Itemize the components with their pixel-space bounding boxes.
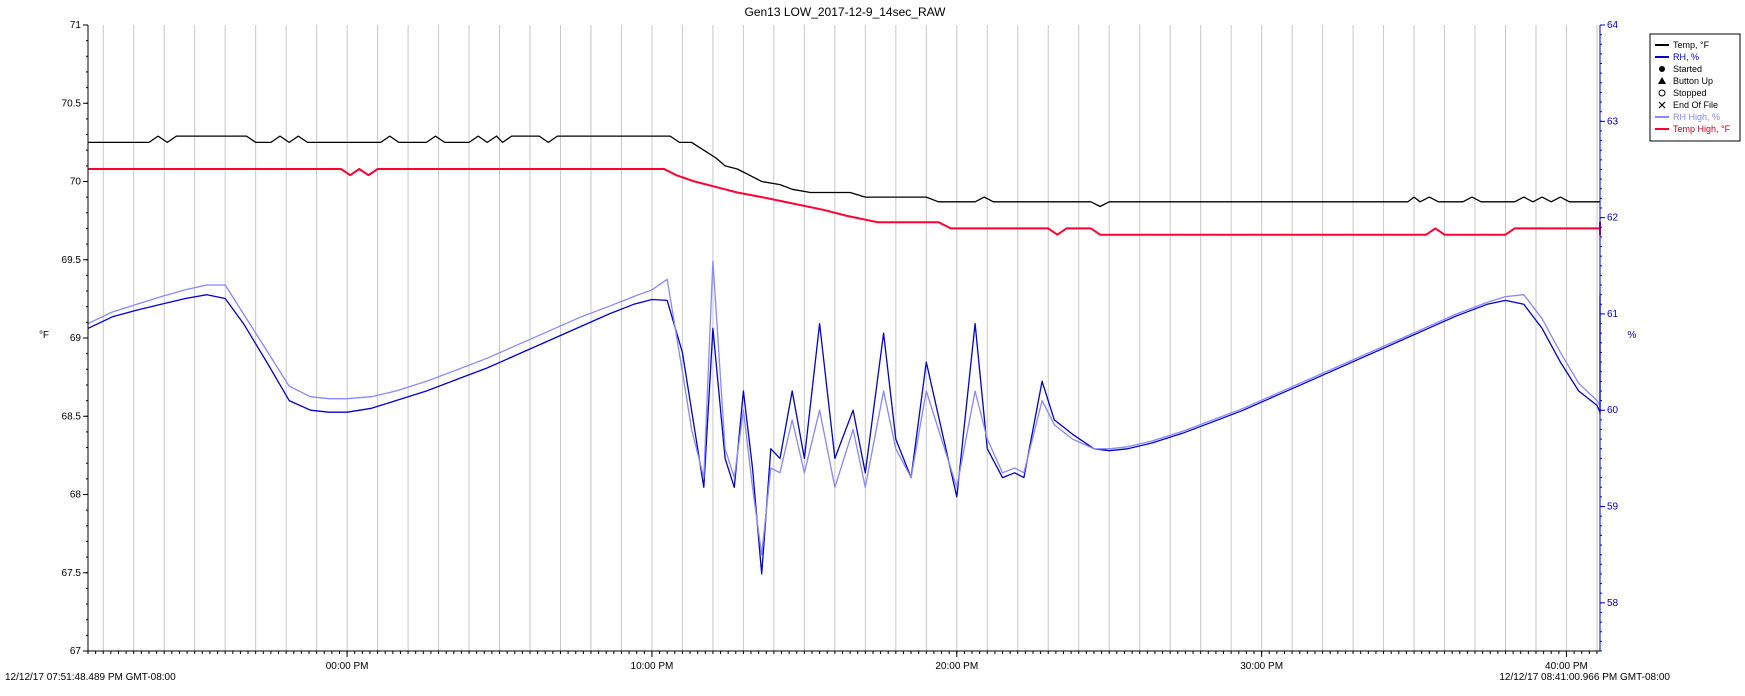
legend-marker-filled-circle bbox=[1659, 66, 1665, 72]
legend-label: Started bbox=[1673, 64, 1702, 74]
left-tick-label: 67.5 bbox=[62, 568, 82, 579]
right-tick-label: 61 bbox=[1607, 309, 1619, 320]
legend-label: Stopped bbox=[1673, 88, 1707, 98]
left-tick-label: 70.5 bbox=[62, 98, 82, 109]
x-tick-label: 20:00 PM bbox=[935, 661, 978, 672]
legend-entry: Temp High, °F bbox=[1655, 124, 1731, 134]
legend-marker-open-circle bbox=[1658, 89, 1666, 97]
x-tick-label: 10:00 PM bbox=[631, 661, 674, 672]
x-tick-label: 40:00 PM bbox=[1545, 661, 1588, 672]
legend: Temp, °F RH, % Started Button Up Stopped End … bbox=[1649, 33, 1741, 142]
legend-entry: Started bbox=[1659, 64, 1702, 74]
left-tick-label: 69.5 bbox=[62, 255, 82, 266]
legend-label: Temp High, °F bbox=[1673, 124, 1731, 134]
series-line-temp-f bbox=[88, 135, 1600, 208]
x-end-label: 12/12/17 08:41:00.966 PM GMT-08:00 bbox=[1499, 672, 1670, 683]
left-tick-label: 68.5 bbox=[62, 411, 82, 422]
x-start-label: 12/12/17 07:51:48.489 PM GMT-08:00 bbox=[5, 672, 176, 683]
legend-entry: RH High, % bbox=[1655, 112, 1720, 122]
legend-box bbox=[1649, 33, 1741, 142]
legend-entry: Stopped bbox=[1658, 88, 1707, 98]
right-tick-label: 62 bbox=[1607, 213, 1619, 224]
left-axis-label: °F bbox=[39, 330, 49, 341]
legend-entry: RH, % bbox=[1655, 52, 1699, 62]
right-tick-label: 59 bbox=[1607, 502, 1619, 513]
x-tick-label: 30:00 PM bbox=[1240, 661, 1283, 672]
left-tick-label: 70 bbox=[70, 177, 82, 188]
legend-entry: End Of File bbox=[1658, 100, 1718, 110]
left-tick-label: 69 bbox=[70, 333, 82, 344]
legend-label: Button Up bbox=[1673, 76, 1713, 86]
right-tick-label: 64 bbox=[1607, 20, 1619, 31]
legend-label: RH, % bbox=[1673, 52, 1699, 62]
right-tick-label: 58 bbox=[1607, 598, 1619, 609]
legend-label: End Of File bbox=[1673, 100, 1718, 110]
chart-title: Gen13 LOW_2017-12-9_14sec_RAW bbox=[745, 5, 947, 19]
legend-entry: Temp, °F bbox=[1655, 40, 1710, 50]
legend-marker-triangle bbox=[1658, 77, 1666, 84]
left-tick-label: 68 bbox=[70, 490, 82, 501]
right-tick-label: 60 bbox=[1607, 405, 1619, 416]
legend-label: Temp, °F bbox=[1673, 40, 1710, 50]
legend-entry: Button Up bbox=[1658, 76, 1713, 86]
legend-marker-x bbox=[1658, 101, 1666, 109]
legend-label: RH High, % bbox=[1673, 112, 1720, 122]
axes-layer: 67 67.5 68 68.5 69 69.5 70 70.5 71 58 59 60 61 62 63 64… bbox=[62, 20, 1619, 672]
right-axis-label: % bbox=[1628, 330, 1637, 341]
x-tick-label: 00:00 PM bbox=[326, 661, 369, 672]
left-tick-label: 67 bbox=[70, 646, 82, 657]
left-tick-label: 71 bbox=[70, 20, 82, 31]
right-tick-label: 63 bbox=[1607, 116, 1619, 127]
vertical-grid bbox=[102, 25, 1598, 651]
